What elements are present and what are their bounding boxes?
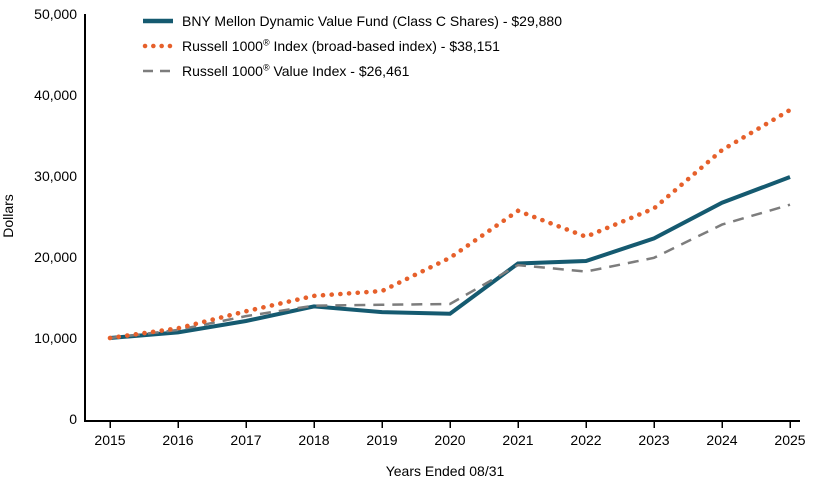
x-tick-label: 2016 [162,432,194,448]
dotted-line-swatch-icon [142,43,174,49]
x-tick-label: 2025 [774,432,806,448]
x-tick-label: 2024 [706,432,738,448]
x-tick-label: 2021 [502,432,534,448]
y-tick-label: 0 [69,411,77,427]
legend-label-russell-1000: Russell 1000® Index (broad-based index) … [182,37,500,54]
x-tick-label: 2019 [366,432,398,448]
series-line-dashed [109,203,791,340]
y-tick-label: 20,000 [34,249,77,265]
x-tick-label: 2022 [570,432,602,448]
y-tick-label: 10,000 [34,330,77,346]
x-axis-title: Years Ended 08/31 [385,463,505,479]
legend-item-russell-1000: Russell 1000® Index (broad-based index) … [142,35,562,57]
series-lines [107,107,793,341]
solid-line-swatch-icon [143,18,173,24]
x-tick-label: 2015 [94,432,126,448]
y-tick-label: 40,000 [34,87,77,103]
dashed-line-swatch-icon [143,69,173,73]
x-tick-label: 2018 [298,432,330,448]
x-tick-label: 2023 [638,432,670,448]
axis-lines [84,14,800,428]
legend-label-russell-1000-value: Russell 1000® Value Index - $26,461 [182,62,410,79]
legend-label-fund: BNY Mellon Dynamic Value Fund (Class C S… [182,13,562,29]
y-tick-label: 30,000 [34,168,77,184]
chart-legend: BNY Mellon Dynamic Value Fund (Class C S… [142,10,562,82]
x-tick-label: 2017 [230,432,262,448]
series-line-solid [109,175,791,340]
x-tick-label: 2020 [434,432,466,448]
y-tick-label: 50,000 [34,6,77,22]
y-axis-title: Dollars [0,194,16,238]
legend-item-fund: BNY Mellon Dynamic Value Fund (Class C S… [142,10,562,32]
legend-item-russell-1000-value: Russell 1000® Value Index - $26,461 [142,60,562,82]
series-line-dotted [107,107,793,341]
